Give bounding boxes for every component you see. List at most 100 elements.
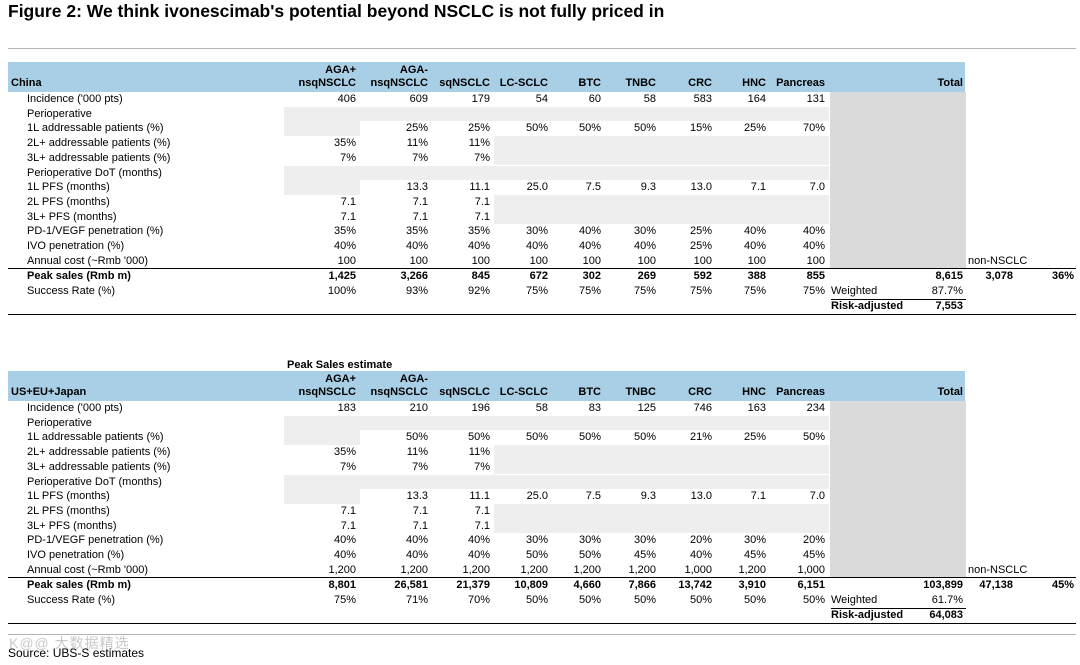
peak-value: 8,801 [328,579,356,592]
cell-value: 7.1 [412,210,428,223]
column-header: Pancreas [776,386,825,398]
cell-value: 60 [588,93,601,105]
cell-value: 125 [637,402,656,414]
column-header: BTC [578,77,601,89]
table-row: 2L PFS (months) 7.1 7.1 7.1 [8,504,1076,519]
cell-value: 406 [337,93,356,105]
peak-value: 21,379 [456,579,490,592]
row-label: 1L addressable patients (%) [27,122,164,135]
cell-value: 7.1 [474,504,490,517]
cell-value: 40% [578,225,601,238]
empty-cell-fill [552,150,605,166]
non-nsclc-total: 47,138 [979,579,1013,592]
empty-cell-fill [284,430,360,446]
peak-total: 8,615 [935,270,963,283]
empty-cell-fill [432,106,494,122]
cell-value: 100 [806,254,825,267]
table-row: Perioperative DoT (months) [8,475,1076,490]
table-row: PD-1/VEGF penetration (%) 40% 40% 40% 30% 30%… [8,533,1076,548]
non-nsclc-total: 3,078 [985,270,1013,283]
peak-sales-row: Peak sales (Rmb m) 8,801 26,581 21,379 10,80… [8,578,1076,593]
empty-cell-fill [284,474,360,490]
empty-cell-fill [552,106,605,122]
cell-value: 40% [467,240,490,252]
empty-cell-fill [605,415,660,431]
table-row: 1L PFS (months) 13.3 11.1 25.0 7.5 9.3 13.0 7.1… [8,180,1076,195]
empty-cell-fill [716,445,770,460]
empty-cell-fill [716,194,770,210]
cell-value: 40% [802,225,825,238]
success-value: 70% [467,594,490,607]
empty-cell-fill [605,518,660,534]
row-label: PD-1/VEGF penetration (%) [27,225,164,238]
row-label: Incidence ('000 pts) [27,402,123,414]
empty-cell-fill [716,150,770,166]
row-label: Perioperative [27,416,92,429]
empty-cell-fill [552,459,605,475]
cell-value: 50% [405,431,428,444]
cell-value: 11.1 [469,490,490,503]
cell-value: 21% [689,431,712,444]
cell-value: 30% [633,534,656,547]
cell-value: 100 [637,254,656,267]
column-header: CRC [688,386,712,398]
row-label: Annual cost (~Rmb '000) [27,254,149,267]
peak-sales-row: Peak sales (Rmb m) 1,425 3,266 845 672 302 269… [8,269,1076,284]
cell-value: 1,000 [797,563,825,576]
column-header: sqNSCLC [439,386,490,398]
empty-cell-fill [284,415,360,431]
empty-cell-fill [432,415,494,431]
cell-value: 70% [802,122,825,135]
empty-cell-fill [770,503,829,519]
empty-cell-fill [360,165,432,181]
cell-value: 40% [405,534,428,547]
cell-value: 100 [582,254,601,267]
row-label: 1L PFS (months) [27,181,110,194]
cell-value: 7.1 [750,181,766,194]
empty-cell-fill [605,194,660,210]
row-label: Success Rate (%) [27,594,116,607]
risk-divider [831,298,966,300]
column-header: AGA-nsqNSCLC [370,373,428,398]
row-label: Perioperative [27,107,92,120]
cell-value: 40% [467,549,490,561]
region-label: China [11,77,42,89]
cell-value: 13.0 [690,181,712,194]
total-column-fill [830,401,966,578]
cell-value: 54 [535,93,548,105]
peak-value: 845 [471,270,490,283]
risk-adjusted-label: Risk-adjusted [831,608,904,621]
empty-cell-fill [605,445,660,460]
empty-cell-fill [552,503,605,519]
cell-value: 50% [633,431,656,444]
cell-value: 45% [633,549,656,561]
cell-value: 7% [412,460,428,473]
cell-value: 40% [578,240,601,252]
region-label: US+EU+Japan [11,386,87,398]
cell-value: 583 [693,93,712,105]
empty-cell-fill [660,194,716,210]
non-nsclc-share: 36% [1051,270,1074,283]
empty-cell-fill [770,209,829,225]
cell-value: 7.1 [474,210,490,223]
empty-cell-fill [770,194,829,210]
empty-cell-fill [716,459,770,475]
column-header: HNC [742,386,766,398]
row-label: 3L+ PFS (months) [27,210,117,223]
cell-value: 7.0 [809,181,825,194]
total-header: Total [937,386,963,398]
empty-cell-fill [284,106,360,122]
empty-cell-fill [770,150,829,166]
empty-cell-fill [660,474,716,490]
cell-value: 234 [806,402,825,414]
peak-value: 855 [806,270,825,283]
cell-value: 11.1 [469,181,490,194]
cell-value: 50% [467,431,490,444]
figure-title: Figure 2: We think ivonescimab's potenti… [8,1,665,21]
empty-cell-fill [770,518,829,534]
peak-value: 388 [747,270,766,283]
empty-cell-fill [284,165,360,181]
cell-value: 20% [689,534,712,547]
section-end-rule [8,622,1076,624]
column-header: TNBC [625,77,656,89]
